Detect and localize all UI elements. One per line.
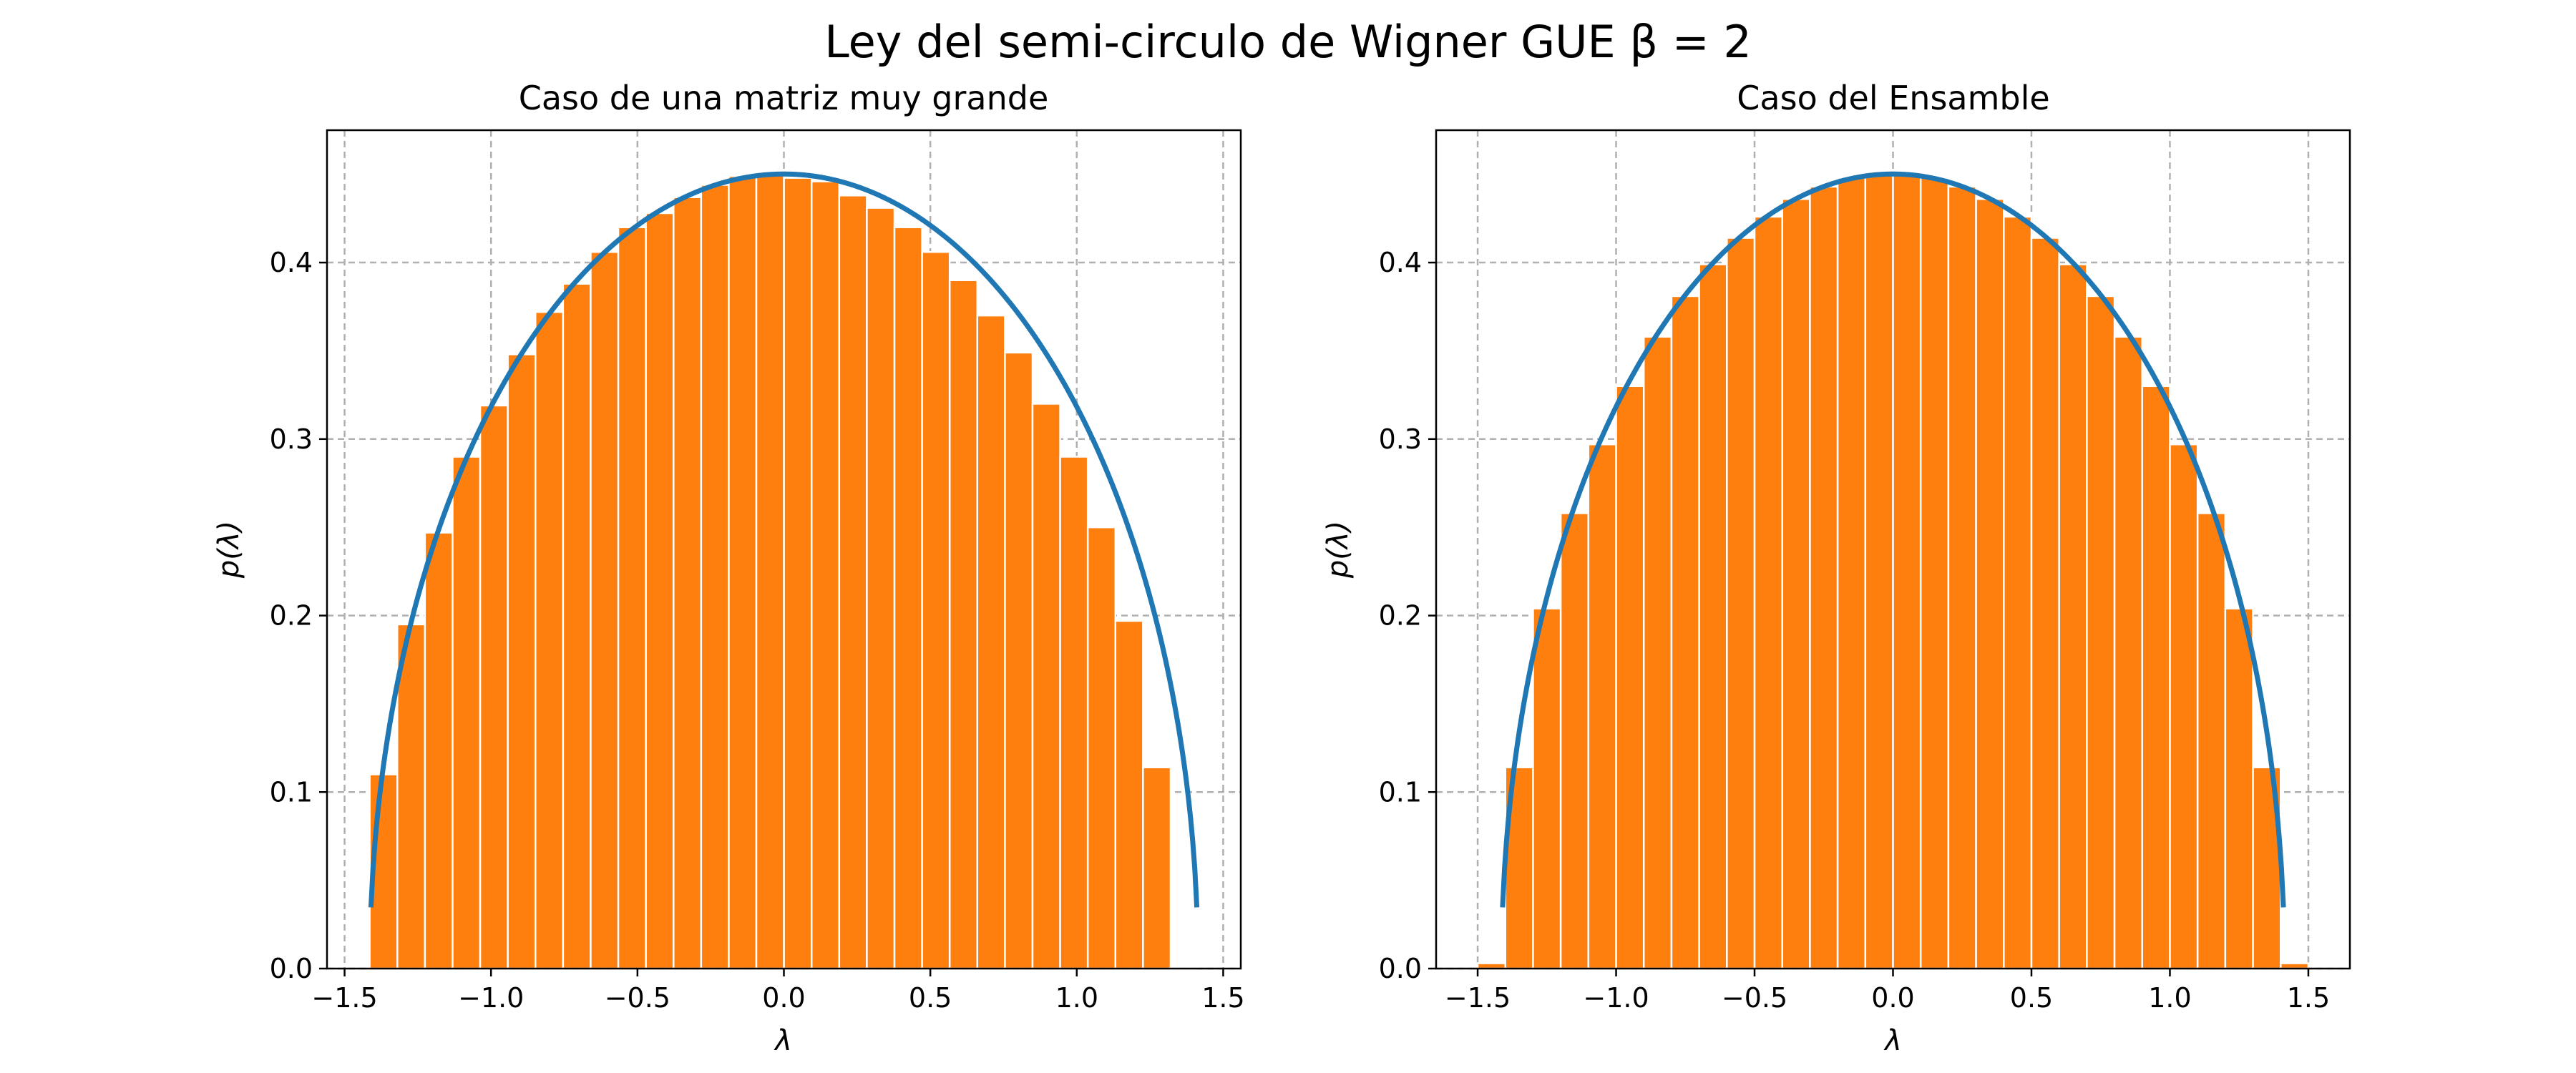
histogram-bar bbox=[1781, 197, 1811, 970]
histogram-bar bbox=[893, 226, 923, 970]
y-axis-label: p(λ) bbox=[213, 521, 245, 579]
histogram-bar bbox=[2086, 295, 2116, 970]
histogram-bar bbox=[1919, 177, 1950, 970]
histogram-bar bbox=[1947, 185, 1977, 970]
y-tick-label: 0.1 bbox=[1379, 776, 1422, 808]
histogram-bar bbox=[866, 207, 896, 970]
y-tick-label: 0.4 bbox=[270, 247, 313, 278]
histogram-bar bbox=[2169, 443, 2199, 970]
semicircle-curve bbox=[1500, 171, 2286, 908]
histogram-bar bbox=[700, 184, 730, 970]
x-tick-label: 1.0 bbox=[1055, 982, 1098, 1014]
x-axis-label: λ bbox=[1883, 1024, 1902, 1057]
x-axis-label: λ bbox=[774, 1024, 792, 1057]
x-axis-ticks: −1.5 −1.0 −0.5 0.0 0.5 1.0 1.5 bbox=[1445, 969, 2330, 1014]
x-tick-label: −1.0 bbox=[1583, 982, 1649, 1014]
y-tick-label: 0.2 bbox=[270, 600, 313, 632]
histogram-bar bbox=[424, 531, 454, 970]
histogram-bar bbox=[2030, 237, 2060, 970]
y-tick-label: 0.0 bbox=[1379, 953, 1422, 984]
histogram-bar bbox=[1031, 403, 1061, 970]
histogram-bar bbox=[2003, 215, 2033, 970]
x-tick-label: 1.5 bbox=[2287, 982, 2330, 1014]
histogram-bar bbox=[1698, 263, 1728, 970]
histogram-bar bbox=[1615, 385, 1645, 970]
x-tick-label: −1.5 bbox=[1445, 982, 1511, 1014]
histogram-bar bbox=[1587, 443, 1617, 970]
x-tick-label: 0.5 bbox=[909, 982, 952, 1014]
histogram-bar bbox=[1892, 171, 1922, 970]
histogram-bar bbox=[2058, 263, 2088, 970]
histogram-bar bbox=[645, 212, 675, 970]
y-tick-label: 0.3 bbox=[1379, 423, 1422, 455]
histogram-bar bbox=[1114, 619, 1144, 970]
x-tick-label: −0.5 bbox=[605, 982, 670, 1014]
histogram-bar bbox=[948, 279, 979, 970]
x-tick-label: −1.5 bbox=[311, 982, 377, 1014]
histogram-bars bbox=[1476, 171, 2310, 970]
histogram-bar bbox=[1809, 185, 1839, 970]
histogram-bar bbox=[672, 196, 703, 970]
x-axis-ticks: −1.5 −1.0 −0.5 0.0 0.5 1.0 1.5 bbox=[311, 969, 1245, 1014]
histogram-bar bbox=[1086, 526, 1117, 970]
histogram-bar bbox=[1559, 512, 1590, 970]
histogram-bar bbox=[535, 310, 565, 970]
histogram-bar bbox=[2196, 512, 2227, 970]
histogram-bar bbox=[396, 623, 426, 970]
x-tick-label: 0.0 bbox=[1871, 982, 1914, 1014]
histogram-bar bbox=[1836, 177, 1867, 970]
histogram-bar bbox=[1004, 351, 1034, 970]
y-tick-label: 0.2 bbox=[1379, 600, 1422, 632]
x-tick-label: 1.0 bbox=[2148, 982, 2191, 1014]
histogram-bar bbox=[1726, 237, 1756, 970]
x-tick-label: 0.5 bbox=[2010, 982, 2053, 1014]
y-axis-ticks: 0.0 0.1 0.2 0.3 0.4 bbox=[1379, 247, 1436, 984]
histogram-bar bbox=[1642, 335, 1673, 970]
histogram-bar bbox=[783, 177, 813, 970]
histogram-bar bbox=[479, 404, 509, 970]
figure-suptitle: Ley del semi-circulo de Wigner GUE β = 2 bbox=[824, 16, 1752, 68]
histogram-bar bbox=[1753, 215, 1783, 970]
histogram-bar bbox=[590, 250, 620, 970]
histogram-bar bbox=[1142, 766, 1172, 970]
histogram-bar bbox=[728, 175, 758, 970]
x-tick-label: 1.5 bbox=[1201, 982, 1244, 1014]
x-tick-label: −1.0 bbox=[458, 982, 524, 1014]
subplot-title: Caso del Ensamble bbox=[1737, 79, 2049, 117]
histogram-bar bbox=[2141, 385, 2171, 970]
y-axis-ticks: 0.0 0.1 0.2 0.3 0.4 bbox=[270, 247, 327, 984]
y-tick-label: 0.0 bbox=[270, 953, 313, 984]
histogram-bar bbox=[976, 314, 1006, 970]
histogram-bar bbox=[507, 353, 537, 970]
histogram-bar bbox=[755, 173, 785, 970]
histogram-bar bbox=[2113, 335, 2144, 970]
subplot-ensemble: Caso del Ensamble −1.5 −1.0 −0.5 0.0 0.5 1.0 1… bbox=[1322, 79, 2351, 1057]
histogram-bar bbox=[810, 180, 841, 970]
histogram-bar bbox=[921, 250, 951, 970]
y-tick-label: 0.3 bbox=[270, 423, 313, 455]
x-tick-label: −0.5 bbox=[1722, 982, 1787, 1014]
subplot-title: Caso de una matriz muy grande bbox=[519, 79, 1049, 117]
histogram-bar bbox=[452, 456, 482, 970]
histogram-bar bbox=[1059, 456, 1089, 970]
histogram-bar bbox=[838, 195, 868, 970]
x-tick-label: 0.0 bbox=[762, 982, 805, 1014]
histogram-bar bbox=[1532, 607, 1562, 970]
histogram-bar bbox=[617, 226, 647, 970]
histogram-bars bbox=[369, 173, 1199, 970]
y-tick-label: 0.4 bbox=[1379, 247, 1422, 278]
histogram-bar bbox=[1670, 295, 1700, 970]
y-axis-label: p(λ) bbox=[1322, 521, 1355, 579]
histogram-bar bbox=[2224, 607, 2254, 970]
histogram-bar bbox=[1975, 197, 2005, 970]
subplot-large-matrix: Caso de una matriz muy grande −1.5 −1.0 −0… bbox=[213, 79, 1245, 1057]
semicircle-curve bbox=[368, 171, 1200, 908]
histogram-bar bbox=[562, 283, 592, 970]
histogram-bar bbox=[1864, 171, 1894, 970]
y-tick-label: 0.1 bbox=[270, 776, 313, 808]
